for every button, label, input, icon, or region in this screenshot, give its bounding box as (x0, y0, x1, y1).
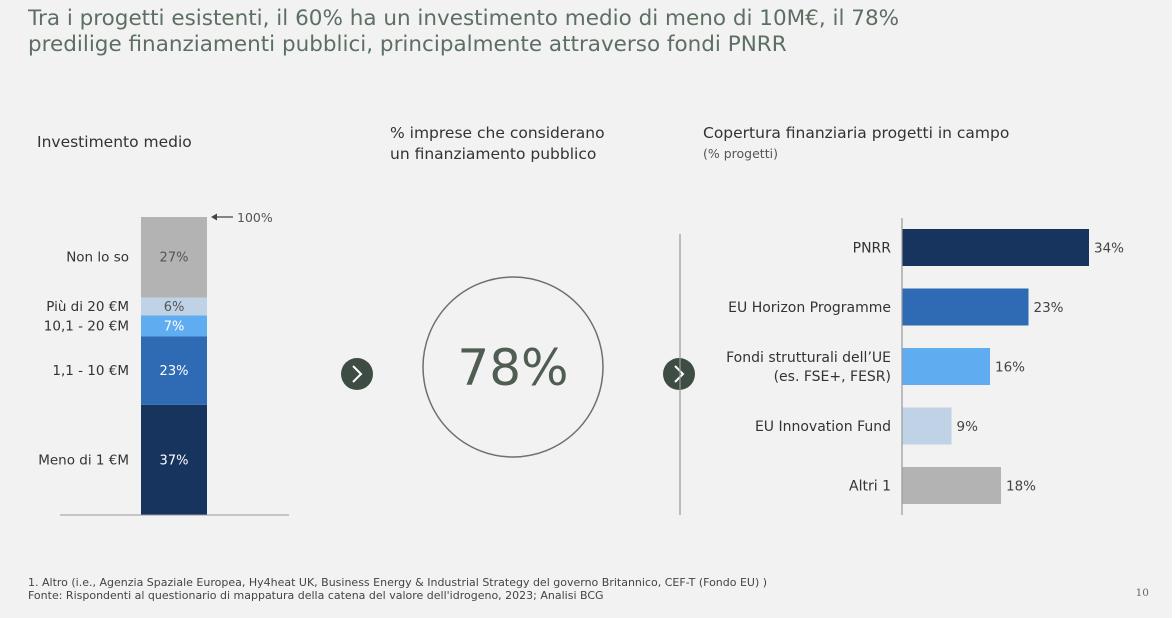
chevron-right-icon (663, 358, 695, 390)
total-label: 100% (237, 210, 273, 225)
hbar (902, 229, 1089, 266)
stacked-segment (141, 297, 207, 316)
stacked-segment (141, 404, 207, 515)
hbar (902, 407, 952, 445)
slide-title-line-1: Tra i progetti esistenti, il 60% ha un i… (28, 6, 900, 31)
segment-value-label: 23% (160, 364, 189, 379)
middle-heading-line-2: un finanziamento pubblico (390, 145, 597, 163)
page-number: 10 (1135, 587, 1149, 599)
middle-section-heading: % imprese che considerano un finanziamen… (390, 123, 605, 165)
segment-value-label: 37% (160, 453, 189, 468)
hbar (902, 348, 990, 385)
hbar-value-label: 16% (995, 360, 1025, 376)
hbar (902, 467, 1001, 504)
stacked-bar-chart: 37% Meno di 1 €M 23% 1,1 - 10 €M 7% 10,1 - 20… (38, 217, 207, 515)
hbar-category-label: (es. FSE+, FESR) (774, 369, 891, 385)
hbar-category-label: EU Innovation Fund (755, 419, 891, 435)
hbar-category-label: Fondi strutturali dell’UE (726, 350, 891, 366)
hbar (902, 288, 1029, 326)
stacked-segment (141, 336, 207, 405)
right-section-heading: Copertura finanziaria progetti in campo (703, 124, 1010, 142)
total-marker: 100% (211, 210, 273, 225)
segment-category-label: Più di 20 €M (46, 299, 129, 315)
slide-title: Tra i progetti esistenti, il 60% ha un i… (28, 6, 1148, 58)
stacked-segment (141, 315, 207, 337)
hbar-value-label: 34% (1094, 241, 1124, 257)
big-value: 78% (457, 339, 568, 397)
hbar-category-label: PNRR (853, 241, 892, 257)
hbar-category-label: Altri 1 (849, 479, 891, 495)
page-edge (1172, 0, 1175, 618)
big-value-circle (422, 276, 604, 458)
left-section-heading: Investimento medio (37, 133, 192, 151)
segment-category-label: Meno di 1 €M (38, 452, 129, 468)
footnote-source: Fonte: Rispondenti al questionario di ma… (28, 589, 604, 602)
footnote-block: 1. Altro (i.e., Agenzia Spaziale Europea… (28, 576, 767, 602)
segment-category-label: 10,1 - 20 €M (44, 318, 129, 334)
chevron-right-icon (341, 358, 373, 390)
segment-value-label: 7% (164, 319, 185, 334)
middle-heading-line-1: % imprese che considerano (390, 124, 605, 142)
arrow-left-icon-head (211, 213, 217, 221)
segment-category-label: Non lo so (66, 250, 129, 266)
hbar-value-label: 23% (1034, 300, 1064, 316)
segment-category-label: 1,1 - 10 €M (52, 363, 129, 379)
hbar-value-label: 18% (1006, 479, 1036, 495)
stacked-segment (141, 217, 207, 298)
segment-value-label: 27% (160, 251, 189, 266)
horizontal-bar-chart: 34% PNRR 23% EU Horizon Programme 16% Fondi s… (726, 229, 1124, 504)
footnote-note: 1. Altro (i.e., Agenzia Spaziale Europea… (28, 576, 768, 589)
hbar-value-label: 9% (957, 419, 979, 435)
hbar-category-label: EU Horizon Programme (728, 300, 891, 316)
right-section-subheading: (% progetti) (703, 146, 778, 161)
slide-title-line-2: predilige finanziamenti pubblici, princi… (28, 32, 787, 57)
segment-value-label: 6% (164, 300, 185, 315)
